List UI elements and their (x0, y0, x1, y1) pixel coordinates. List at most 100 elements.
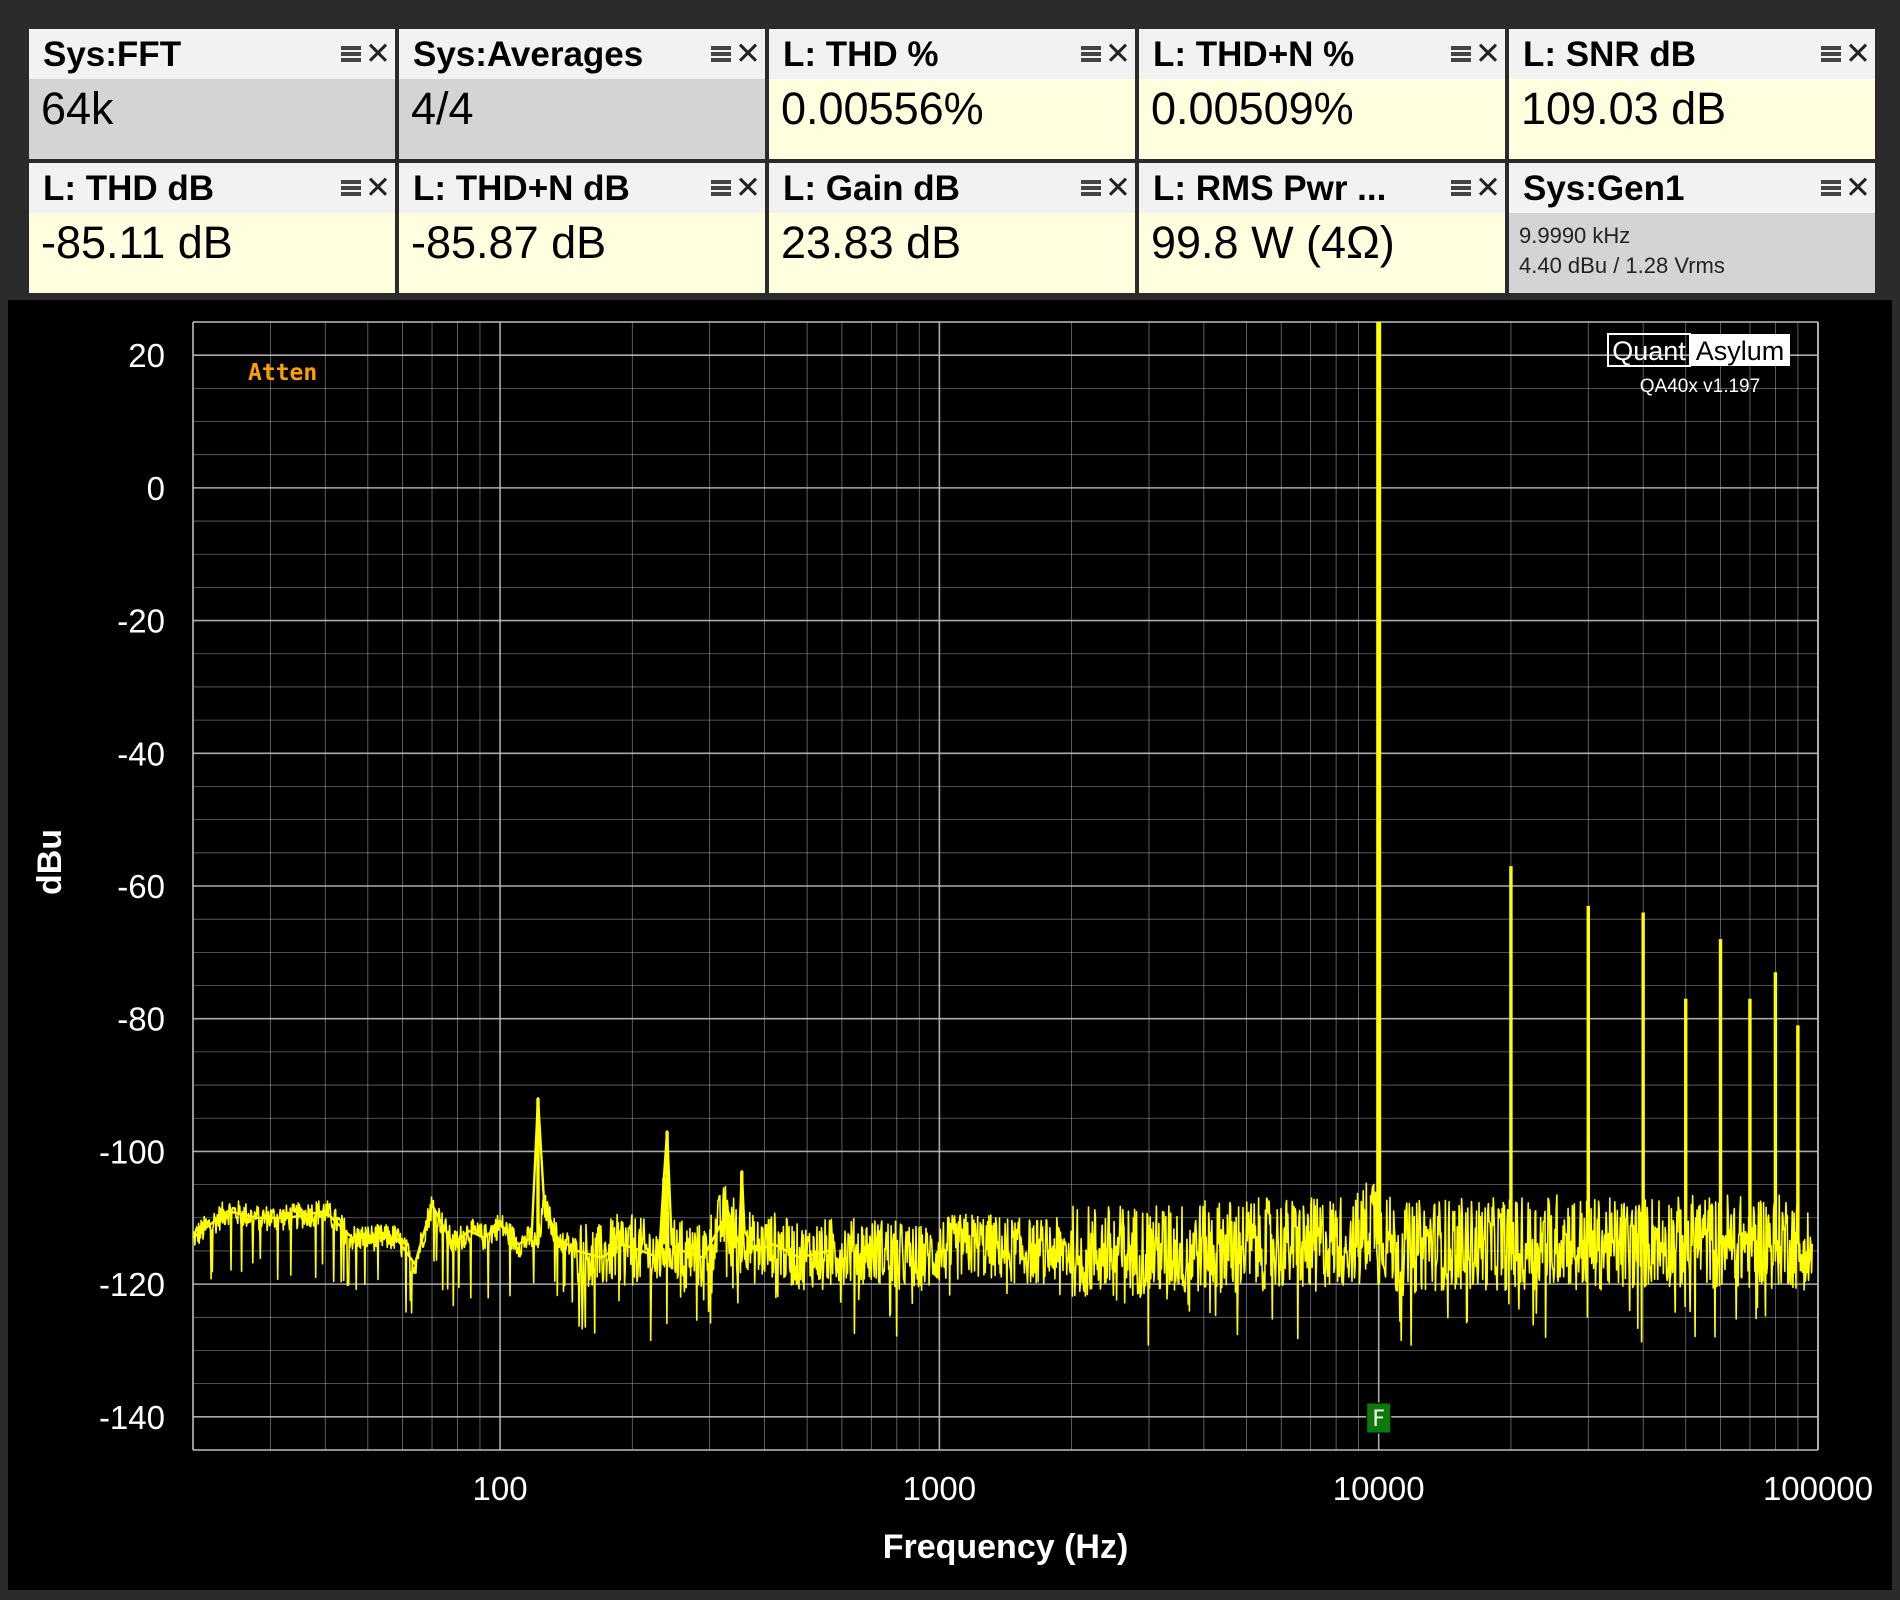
x-axis-label: Frequency (Hz) (883, 1528, 1129, 1566)
tile-value: 64k (41, 83, 114, 134)
tile-sys-averages[interactable]: Sys:Averages ✕ 4/4 (399, 29, 765, 159)
low-frequency-trace (192, 1097, 830, 1266)
close-icon[interactable]: ✕ (1845, 36, 1871, 72)
close-icon[interactable]: ✕ (735, 170, 761, 206)
tile-title: L: THD dB (43, 169, 215, 208)
marker-box (1366, 1402, 1392, 1434)
tile-controls: ✕ (1821, 37, 1871, 71)
tile-body: 23.83 dB (769, 213, 1135, 293)
tile-title: L: Gain dB (783, 169, 960, 208)
tile-header: L: THD % ✕ (769, 29, 1135, 79)
tile-body: 0.00556% (769, 79, 1135, 159)
x-tick-label: 100 (473, 1470, 528, 1507)
tile-l-thd-n[interactable]: L: THD+N % ✕ 0.00509% (1139, 29, 1505, 159)
tile-header: L: SNR dB ✕ (1509, 29, 1875, 79)
quantasylum-logo: Quant Asylum QA40x v1.197 (1607, 333, 1790, 397)
x-tick-label: 1000 (903, 1470, 976, 1507)
logo-asylum-text: Asylum (1696, 336, 1785, 366)
close-icon[interactable]: ✕ (1845, 170, 1871, 206)
tile-l-rms-pwr[interactable]: L: RMS Pwr ... ✕ 99.8 W (4Ω) (1139, 163, 1505, 293)
atten-label: Atten (248, 360, 317, 386)
logo-quant-text: Quant (1612, 336, 1686, 366)
tile-value: 4/4 (411, 83, 474, 134)
y-tick-label: -20 (117, 603, 165, 640)
tile-controls: ✕ (1821, 171, 1871, 205)
tile-title: L: THD+N % (1153, 35, 1355, 74)
close-icon[interactable]: ✕ (365, 170, 391, 206)
tile-title: L: RMS Pwr ... (1153, 169, 1387, 208)
fft-spectrum-chart[interactable]: 20 0 -20 -40 -60 -80 -100 -120 -140 100 1000 10000 1… (0, 300, 1900, 1600)
tile-controls: ✕ (711, 171, 761, 205)
tile-value: 0.00556% (781, 83, 984, 134)
y-tick-label: -100 (99, 1133, 165, 1170)
tile-body: 9.9990 kHz 4.40 dBu / 1.28 Vrms (1509, 213, 1875, 293)
y-axis-label: dBu (31, 829, 69, 895)
tile-title: L: SNR dB (1523, 35, 1697, 74)
y-tick-label: -140 (99, 1399, 165, 1436)
bottom-strip (0, 1600, 1900, 1613)
x-tick-label: 100000 (1763, 1470, 1873, 1507)
menu-icon[interactable] (341, 42, 362, 66)
tile-header: L: THD dB ✕ (29, 163, 395, 213)
tile-l-gain-db[interactable]: L: Gain dB ✕ 23.83 dB (769, 163, 1135, 293)
menu-icon[interactable] (1451, 176, 1472, 200)
tile-l-thd-db[interactable]: L: THD dB ✕ -85.11 dB (29, 163, 395, 293)
menu-icon[interactable] (711, 42, 732, 66)
y-tick-label: -40 (117, 735, 165, 772)
chart-margin-top (193, 300, 1818, 322)
tile-value: 0.00509% (1151, 83, 1354, 134)
menu-icon[interactable] (1451, 42, 1472, 66)
close-icon[interactable]: ✕ (735, 36, 761, 72)
y-tick-label: -80 (117, 1001, 165, 1038)
tile-body: -85.11 dB (29, 213, 395, 293)
tile-value: 23.83 dB (781, 217, 962, 268)
tile-sys-gen1[interactable]: Sys:Gen1 ✕ 9.9990 kHz 4.40 dBu / 1.28 Vrms (1509, 163, 1875, 293)
menu-icon[interactable] (1821, 42, 1842, 66)
tile-title: L: THD+N dB (413, 169, 630, 208)
tile-controls: ✕ (1451, 37, 1501, 71)
close-icon[interactable]: ✕ (365, 36, 391, 72)
tile-title: Sys:FFT (43, 35, 182, 74)
tile-l-snr-db[interactable]: L: SNR dB ✕ 109.03 dB (1509, 29, 1875, 159)
tile-controls: ✕ (1081, 37, 1131, 71)
y-tick-label: -120 (99, 1266, 165, 1303)
close-icon[interactable]: ✕ (1105, 36, 1131, 72)
chart-margin-bottom (193, 1450, 1818, 1590)
tile-controls: ✕ (1081, 171, 1131, 205)
tile-title: Sys:Gen1 (1523, 169, 1685, 208)
tile-value: 109.03 dB (1521, 83, 1727, 134)
generator-frequency: 9.9990 kHz (1519, 223, 1631, 248)
menu-icon[interactable] (711, 176, 732, 200)
tile-controls: ✕ (711, 37, 761, 71)
close-icon[interactable]: ✕ (1475, 36, 1501, 72)
tile-header: L: THD+N dB ✕ (399, 163, 765, 213)
fundamental-marker: F (1366, 1402, 1392, 1434)
tile-body: 64k (29, 79, 395, 159)
tile-value: 99.8 W (4Ω) (1151, 217, 1395, 268)
tile-body: -85.87 dB (399, 213, 765, 293)
tile-body: 0.00509% (1139, 79, 1505, 159)
x-tick-label: 10000 (1333, 1470, 1425, 1507)
menu-icon[interactable] (341, 176, 362, 200)
tile-l-thd-n-db[interactable]: L: THD+N dB ✕ -85.87 dB (399, 163, 765, 293)
tile-header: L: Gain dB ✕ (769, 163, 1135, 213)
tile-header: Sys:Gen1 ✕ (1509, 163, 1875, 213)
tile-title: L: THD % (783, 35, 939, 74)
tile-body: 99.8 W (4Ω) (1139, 213, 1505, 293)
tile-controls: ✕ (341, 37, 391, 71)
tile-header: L: RMS Pwr ... ✕ (1139, 163, 1505, 213)
generator-level: 4.40 dBu / 1.28 Vrms (1519, 253, 1725, 278)
tile-l-thd[interactable]: L: THD % ✕ 0.00556% (769, 29, 1135, 159)
menu-icon[interactable] (1821, 176, 1842, 200)
menu-icon[interactable] (1081, 42, 1102, 66)
close-icon[interactable]: ✕ (1105, 170, 1131, 206)
tile-header: Sys:Averages ✕ (399, 29, 765, 79)
menu-icon[interactable] (1081, 176, 1102, 200)
chart-margin-left (8, 300, 193, 1590)
tile-sys-fft[interactable]: Sys:FFT ✕ 64k (29, 29, 395, 159)
close-icon[interactable]: ✕ (1475, 170, 1501, 206)
tile-controls: ✕ (341, 171, 391, 205)
tile-value: -85.11 dB (41, 217, 233, 268)
chart-margin-right (1818, 300, 1892, 1590)
